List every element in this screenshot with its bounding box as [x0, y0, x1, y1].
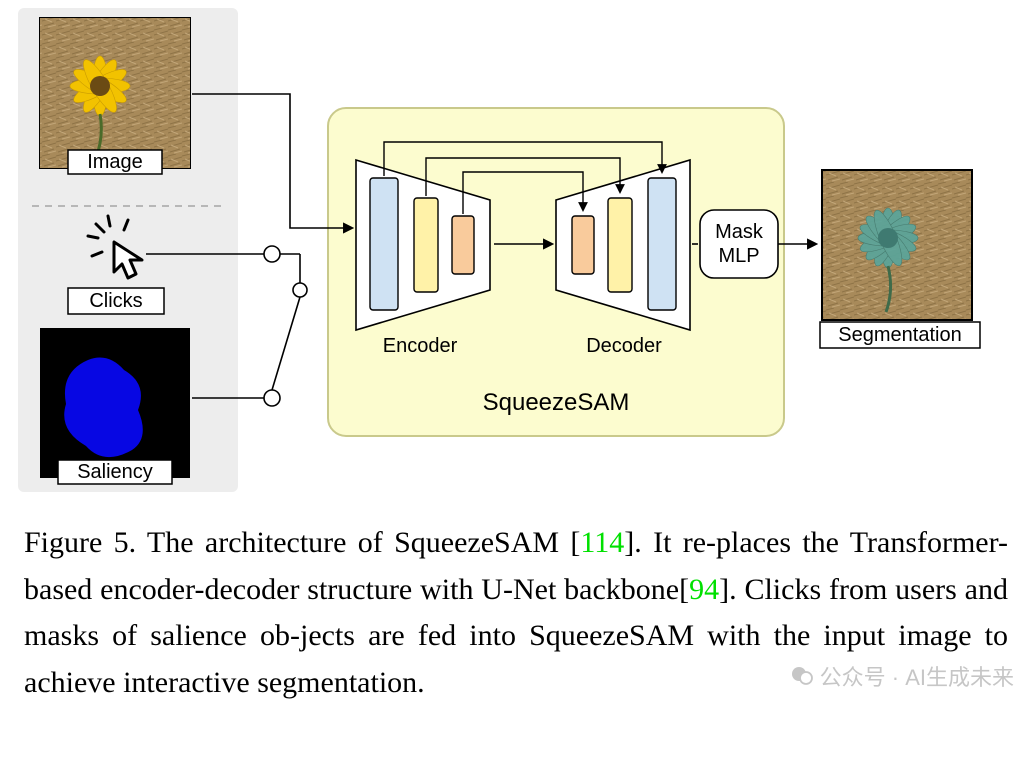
merge-circle — [293, 283, 307, 297]
figure-caption: Figure 5. The architecture of SqueezeSAM… — [0, 498, 1032, 706]
mask-mlp-line2: MLP — [718, 245, 759, 267]
decoder-label: Decoder — [586, 335, 662, 357]
figure-wrap: Image Clicks Saliency SqueezeSAM Encoder… — [0, 0, 1032, 706]
encoder-block-3 — [452, 216, 474, 274]
caption-t1: The architecture of SqueezeSAM [ — [136, 526, 580, 559]
caption-ref1[interactable]: 114 — [580, 526, 624, 559]
output-label: Segmentation — [838, 324, 961, 346]
caption-figlabel: Figure 5. — [24, 526, 136, 559]
clicks-label: Clicks — [89, 290, 142, 312]
caption-ref2[interactable]: 94 — [689, 573, 719, 606]
saliency-diag — [272, 297, 300, 390]
saliency-label: Saliency — [77, 461, 153, 483]
architecture-diagram: Image Clicks Saliency SqueezeSAM Encoder… — [0, 0, 1032, 498]
saliency-thumbnail: Saliency — [40, 328, 190, 484]
encoder-block-2 — [414, 198, 438, 292]
mask-mlp-line1: Mask — [715, 221, 764, 243]
decoder-block-2 — [608, 198, 632, 292]
encoder-label: Encoder — [383, 335, 458, 357]
output-thumbnail: Segmentation — [820, 170, 980, 348]
clicks-terminal — [264, 246, 280, 262]
module-title: SqueezeSAM — [483, 389, 630, 416]
image-thumbnail: Image — [40, 18, 190, 174]
saliency-terminal — [264, 390, 280, 406]
decoder-block-1 — [572, 216, 594, 274]
image-label: Image — [87, 151, 143, 173]
encoder-block-1 — [370, 178, 398, 310]
decoder-block-3 — [648, 178, 676, 310]
